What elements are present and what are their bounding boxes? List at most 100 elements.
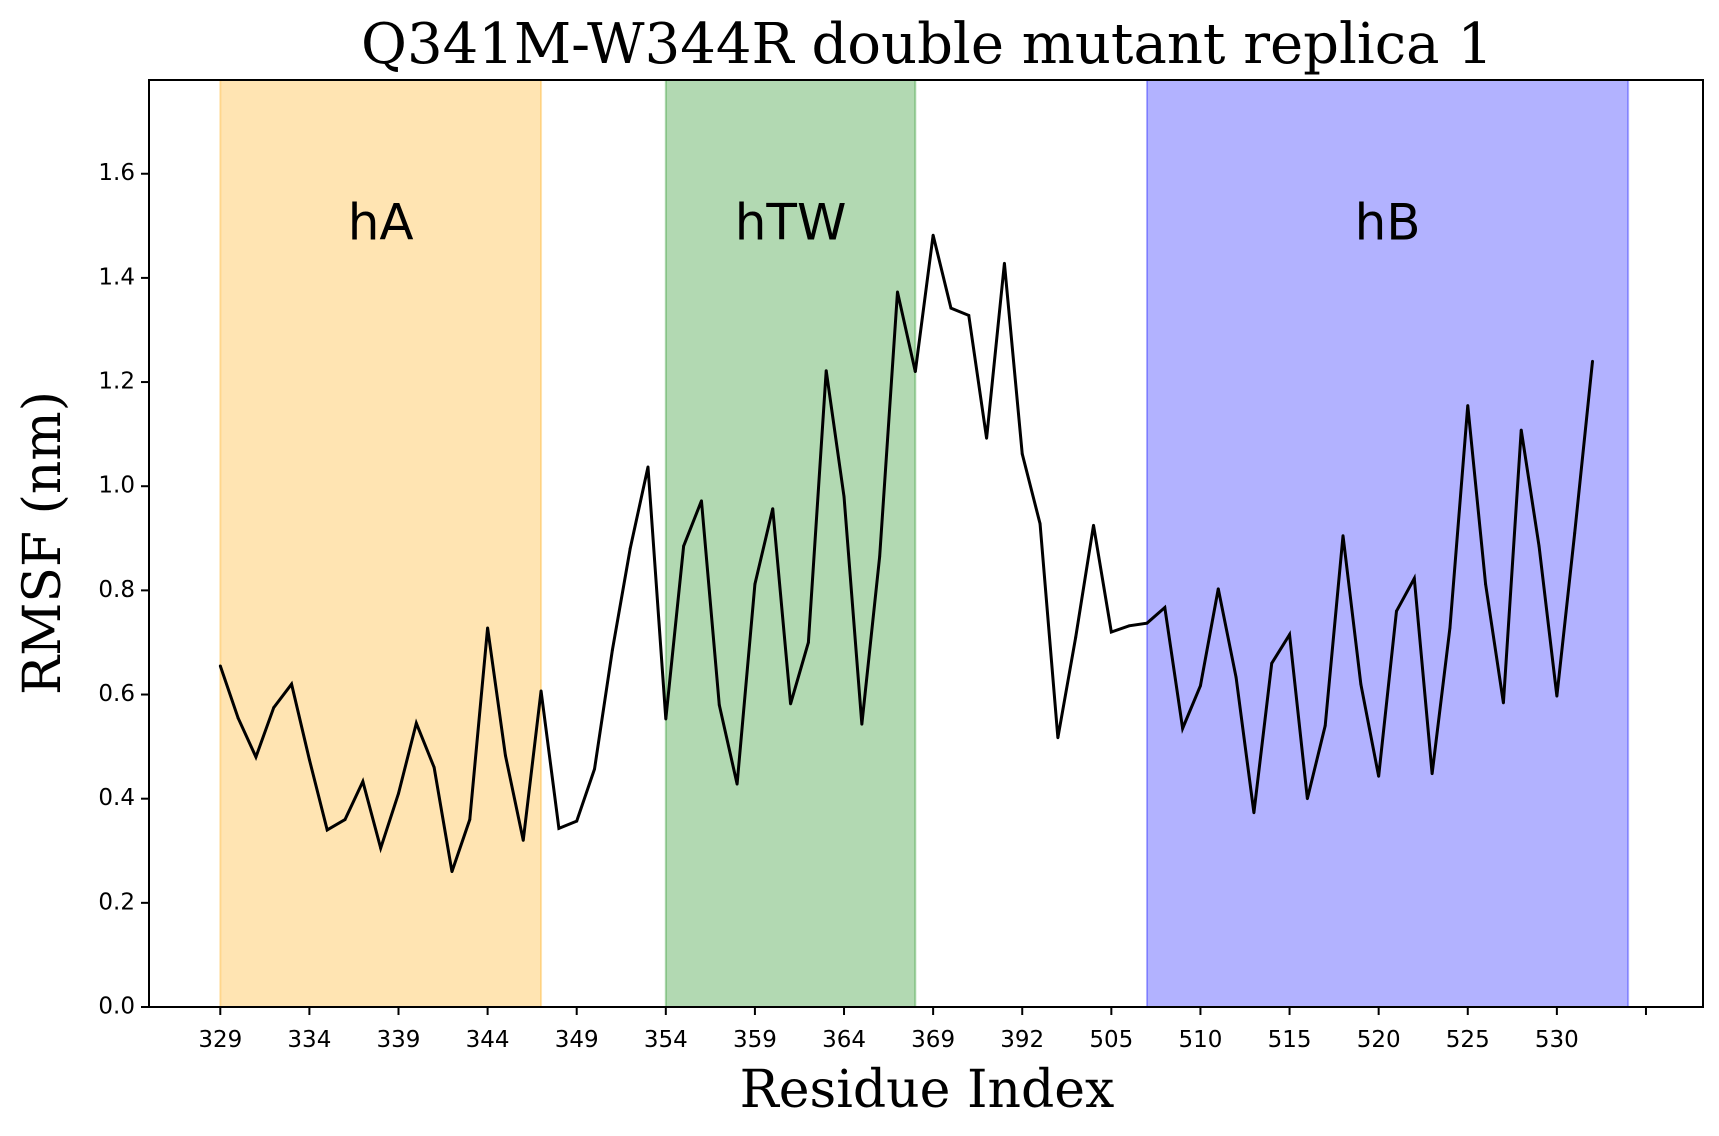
x-tick-label: 392	[1000, 1027, 1044, 1053]
y-axis-ticks: 0.0 0.2 0.4 0.6 0.8 1.0 1.2 1.4 1.6	[98, 160, 149, 1020]
data-point	[468, 818, 472, 821]
region-htw-label: hTW	[735, 193, 847, 251]
y-tick-label: 1.6	[98, 160, 135, 186]
data-point	[414, 721, 418, 725]
data-point	[789, 702, 792, 706]
data-point	[771, 507, 775, 511]
y-tick-label: 1.0	[98, 473, 135, 499]
data-point	[949, 306, 953, 310]
y-tick-label: 1.4	[98, 264, 135, 290]
data-point	[1145, 621, 1149, 625]
data-point	[1305, 797, 1309, 801]
data-point	[1270, 661, 1274, 665]
data-point	[1074, 635, 1078, 639]
data-point	[1216, 587, 1220, 591]
data-point	[539, 689, 543, 693]
data-point	[806, 641, 810, 644]
data-point	[1127, 624, 1131, 628]
data-point	[379, 846, 383, 850]
data-point	[343, 818, 347, 821]
data-point	[1288, 633, 1291, 637]
data-point	[985, 436, 988, 440]
data-point	[717, 703, 721, 707]
data-point	[1573, 531, 1577, 535]
data-point	[1484, 582, 1487, 586]
data-point	[646, 465, 650, 469]
data-point	[1163, 606, 1167, 609]
data-point	[1252, 811, 1256, 815]
data-point	[1056, 736, 1060, 740]
region-htw-band	[664, 79, 917, 1008]
data-point	[1430, 772, 1434, 776]
data-point	[1591, 359, 1594, 363]
data-point	[931, 233, 935, 237]
data-point	[1092, 523, 1095, 527]
x-tick-label: 505	[1089, 1027, 1133, 1053]
x-tick-label: 359	[733, 1027, 777, 1053]
highlight-regions: hA hTW hB	[219, 79, 1630, 1008]
data-point	[325, 828, 329, 832]
data-point	[1448, 626, 1452, 630]
data-point	[397, 792, 400, 795]
data-point	[610, 648, 614, 652]
x-tick-label: 525	[1446, 1027, 1490, 1053]
x-tick-label: 329	[198, 1027, 242, 1053]
data-point	[1502, 701, 1505, 705]
x-tick-label: 339	[377, 1027, 421, 1053]
data-point	[913, 370, 917, 374]
data-point	[593, 767, 596, 771]
x-tick-label: 510	[1178, 1027, 1222, 1053]
x-axis-label: Residue Index	[740, 1060, 1115, 1120]
data-point	[735, 782, 739, 786]
data-point	[361, 780, 365, 783]
data-series	[218, 233, 1595, 873]
data-point	[450, 870, 454, 873]
data-point	[1466, 404, 1470, 407]
data-point	[1038, 522, 1042, 526]
y-axis-label: RMSF (nm)	[13, 391, 73, 695]
data-point	[896, 290, 899, 294]
x-tick-label: 364	[822, 1027, 866, 1053]
data-point	[1020, 452, 1024, 456]
data-point	[557, 826, 561, 830]
x-tick-label: 530	[1535, 1027, 1579, 1053]
plot-frame	[148, 79, 1704, 1008]
data-point	[272, 706, 276, 709]
data-point	[254, 755, 258, 759]
y-tick-label: 0.6	[98, 681, 135, 707]
y-tick-label: 0.8	[98, 577, 135, 603]
data-point	[1323, 724, 1327, 728]
data-point	[1377, 774, 1381, 778]
series-line	[218, 234, 1595, 873]
data-point	[432, 766, 436, 769]
data-point	[700, 499, 703, 503]
region-ha-label: hA	[348, 193, 414, 251]
data-point	[1109, 630, 1113, 634]
y-tick-label: 0.2	[98, 889, 135, 915]
data-point	[1199, 684, 1202, 688]
x-tick-label: 515	[1268, 1027, 1312, 1053]
data-point	[753, 582, 757, 586]
x-axis-ticks: 329 334 339 344 349 354 359 364 369 392 505 510 515 5…	[198, 1007, 1647, 1053]
data-point	[842, 495, 846, 499]
y-tick-label: 1.2	[98, 369, 135, 395]
data-point	[1181, 726, 1185, 730]
data-point	[628, 547, 632, 551]
data-point	[218, 664, 222, 668]
data-point	[1234, 675, 1238, 679]
data-point	[1341, 534, 1345, 538]
data-point	[1555, 694, 1559, 698]
data-point	[1519, 428, 1523, 432]
data-point	[967, 313, 971, 317]
chart-title: Q341M-W344R double mutant replica 1	[361, 12, 1493, 77]
data-point	[1003, 261, 1006, 265]
x-tick-label: 334	[287, 1027, 331, 1053]
x-tick-label: 369	[911, 1027, 955, 1053]
data-point	[290, 682, 293, 686]
region-hb-label: hB	[1355, 193, 1421, 251]
data-point	[1395, 609, 1398, 613]
y-tick-label: 0.4	[98, 785, 135, 811]
x-tick-label: 520	[1357, 1027, 1401, 1053]
data-point	[1359, 682, 1363, 686]
